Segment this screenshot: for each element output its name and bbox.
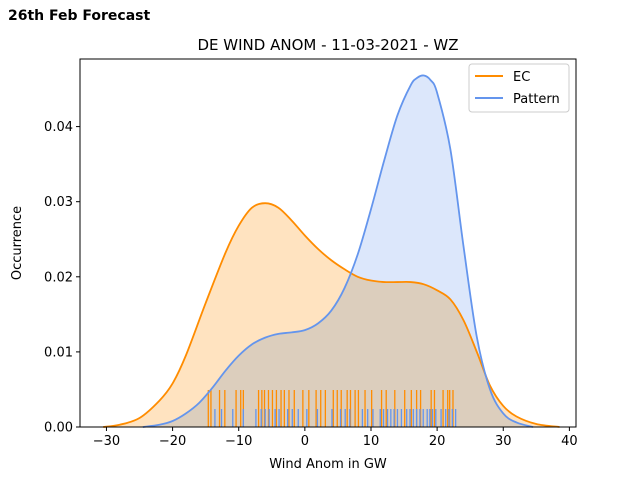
- x-tick-label: −20: [159, 434, 186, 449]
- y-tick-label: 0.04: [44, 120, 73, 135]
- y-tick-label: 0.02: [44, 270, 73, 285]
- x-tick-label: 40: [561, 434, 578, 449]
- x-tick-label: 10: [363, 434, 380, 449]
- legend-label-pattern: Pattern: [513, 92, 560, 107]
- plot-frame: [79, 58, 577, 428]
- figure-suptitle: 26th Feb Forecast: [8, 8, 151, 24]
- x-tick-label: 30: [495, 434, 512, 449]
- y-tick-label: 0.03: [44, 195, 73, 210]
- y-axis-label: Occurrence: [10, 206, 25, 280]
- x-tick-label: −10: [225, 434, 252, 449]
- density-lines: [103, 74, 560, 428]
- density-line-ec: [103, 202, 560, 428]
- density-line-pattern: [142, 74, 534, 428]
- x-tick-label: 20: [429, 434, 446, 449]
- chart-title: DE WIND ANOM - 11-03-2021 - WZ: [198, 36, 459, 54]
- y-tick-label: 0.00: [44, 421, 73, 436]
- x-axis-ticks: −30 −20 −10 0 10 20 30 40: [93, 427, 578, 449]
- rug-marks: [207, 390, 457, 427]
- legend: EC Pattern: [468, 63, 570, 113]
- x-axis-label: Wind Anom in GW: [269, 457, 387, 472]
- y-axis-ticks: 0.00 0.01 0.02 0.03 0.04: [44, 120, 80, 436]
- x-tick-label: 0: [301, 434, 309, 449]
- legend-label-ec: EC: [513, 70, 530, 85]
- y-tick-label: 0.01: [44, 345, 73, 360]
- x-tick-label: −30: [93, 434, 120, 449]
- density-fills: [103, 75, 560, 428]
- area-fill-pattern: [142, 75, 534, 428]
